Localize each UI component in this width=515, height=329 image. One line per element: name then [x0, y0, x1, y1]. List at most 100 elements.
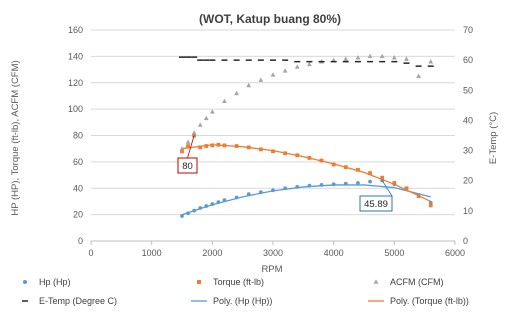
- hp-point: [216, 200, 221, 204]
- hp-point: [234, 195, 239, 200]
- torque-point: [204, 144, 209, 148]
- x-axis-title: RPM: [261, 264, 282, 275]
- y-tick-label: 60: [73, 157, 83, 167]
- legend-swatch: [373, 279, 379, 284]
- legend-item: ACFM (CFM): [373, 277, 444, 287]
- legend-item: Poly. (Torque (ft-lb)): [368, 296, 469, 306]
- torque-point: [246, 145, 251, 150]
- legend-item: Torque (ft-lb): [197, 277, 264, 287]
- legend-label: Torque (ft-lb): [213, 277, 264, 287]
- hp-point: [180, 214, 184, 218]
- hp-point: [258, 190, 263, 195]
- torque-point: [368, 171, 372, 175]
- callout-leader: [381, 180, 393, 197]
- acfm-point: [234, 90, 239, 96]
- y-tick-label: 160: [68, 25, 83, 35]
- torque-point: [392, 181, 397, 185]
- legend-label: Hp (Hp): [39, 277, 71, 287]
- hp-point: [356, 181, 360, 185]
- acfm-point: [179, 146, 185, 151]
- hp-point: [198, 206, 203, 210]
- acfm-point: [270, 72, 276, 77]
- legend: Hp (Hp) Torque (ft-lb) ACFM (CFM) E-Temp (D…: [22, 277, 469, 306]
- x-tick-label: 5000: [384, 248, 404, 258]
- grid-layer: [91, 29, 455, 242]
- acfm-point: [307, 61, 312, 67]
- callout-label: 45.89: [364, 199, 388, 210]
- acfm-point: [258, 77, 264, 82]
- acfm-point: [416, 73, 421, 78]
- axis-layer: 0 20 40 60 80 100 120 140 160 0 10 20 30 40 50 60 70 0 100…: [68, 25, 473, 258]
- acfm-point: [391, 55, 397, 60]
- acfm-point: [294, 64, 300, 69]
- y-tick-label: 0: [78, 236, 83, 246]
- acfm-point: [428, 59, 434, 64]
- y-tick-label: 80: [73, 131, 83, 141]
- acfm-point: [246, 82, 252, 88]
- x-tick-label: 2000: [202, 248, 222, 258]
- hp-point: [343, 181, 348, 186]
- x-tick-label: 0: [88, 248, 93, 258]
- torque-point: [319, 158, 324, 163]
- torque-point: [271, 149, 275, 154]
- callout-leader: [187, 135, 195, 159]
- acfm-point: [355, 55, 361, 60]
- marker-layer: [179, 53, 434, 218]
- callout-box: [359, 195, 393, 212]
- x-tick-label: 4000: [324, 248, 344, 258]
- legend-label: E-Temp (Degree C): [39, 296, 117, 306]
- legend-label: Poly. (Torque (ft-lb)): [390, 296, 469, 306]
- y2-tick-label: 20: [463, 176, 473, 186]
- hp-point: [186, 211, 190, 216]
- acfm-point: [209, 109, 215, 114]
- legend-swatch: [23, 280, 27, 284]
- y2-tick-label: 50: [463, 85, 473, 95]
- y-tick-label: 20: [73, 210, 83, 220]
- torque-point: [416, 194, 421, 199]
- torque-point: [186, 144, 190, 148]
- chart-title: (WOT, Katup buang 80%): [199, 12, 341, 26]
- torque-point: [198, 145, 203, 150]
- legend-swatch: [197, 280, 201, 284]
- acfm-point: [379, 53, 385, 59]
- legend-label: Poly. (Hp (Hp)): [213, 296, 272, 306]
- trendline-4: [181, 184, 431, 216]
- torque-point: [180, 149, 184, 154]
- acfm-point: [222, 98, 227, 104]
- hp-point: [368, 179, 372, 184]
- acfm-point: [404, 56, 409, 61]
- legend-label: ACFM (CFM): [390, 277, 444, 287]
- torque-point: [210, 143, 215, 148]
- y2-tick-label: 0: [463, 236, 468, 246]
- acfm-point: [197, 122, 203, 127]
- callout-label: 80: [182, 161, 193, 172]
- torque-point: [380, 175, 385, 180]
- hp-point: [295, 185, 300, 189]
- acfm-point: [367, 53, 373, 59]
- torque-point: [222, 143, 227, 148]
- hp-point: [192, 208, 197, 213]
- torque-point: [404, 186, 409, 191]
- acfm-point: [191, 130, 197, 135]
- x-tick-label: 6000: [445, 248, 465, 258]
- y-tick-label: 120: [68, 78, 83, 88]
- torque-point: [428, 203, 433, 208]
- x-tick-label: 3000: [263, 248, 283, 258]
- torque-point: [295, 153, 300, 158]
- torque-point: [216, 142, 221, 147]
- legend-item: Hp (Hp): [23, 277, 71, 287]
- torque-point: [234, 144, 239, 148]
- torque-point: [283, 151, 288, 156]
- y2-tick-label: 60: [463, 55, 473, 65]
- y-tick-label: 100: [68, 104, 83, 114]
- acfm-point: [282, 68, 288, 73]
- legend-item: E-Temp (Degree C): [22, 296, 117, 306]
- callout-layer: 80 45.89: [177, 135, 393, 212]
- hp-point: [204, 204, 209, 208]
- torque-point: [331, 162, 336, 167]
- y2-tick-label: 70: [463, 25, 473, 35]
- y-tick-label: 40: [73, 183, 83, 193]
- hp-point: [210, 202, 215, 206]
